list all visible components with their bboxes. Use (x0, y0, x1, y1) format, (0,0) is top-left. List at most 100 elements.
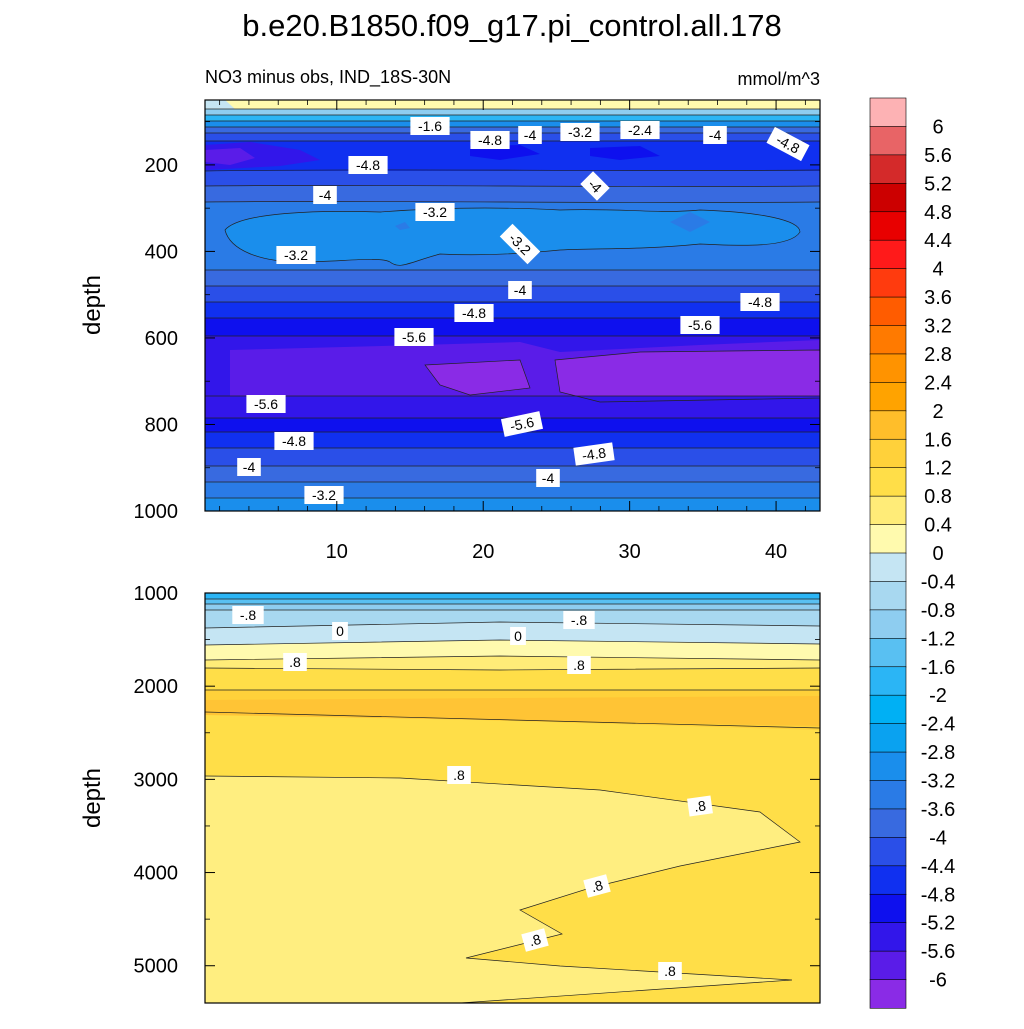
contour-label: -4.8 (740, 293, 780, 311)
contour-label-box (658, 962, 682, 980)
colorbar-label: -4.8 (921, 884, 955, 906)
colorbar-label: -0.4 (921, 571, 955, 593)
colorbar-swatch (869, 865, 907, 895)
contour-label-box (567, 656, 591, 674)
contour-label: .8 (521, 928, 549, 952)
contour-label-box (680, 316, 720, 334)
contour-label-box (518, 126, 542, 144)
contour-label-box (237, 458, 261, 476)
colorbar-label: 1.6 (924, 429, 952, 451)
colorbar-swatch (869, 325, 907, 355)
colorbar-label: 0.8 (924, 486, 952, 508)
contour-label: -4 (580, 171, 610, 201)
lower-y-ticks: 1000 2000 3000 4000 5000 (134, 583, 820, 978)
contour-label: -.8 (563, 611, 595, 629)
contour-label: .8 (567, 656, 591, 674)
y-tick-label: 1000 (134, 583, 179, 605)
contour-label-box (620, 121, 660, 139)
y-tick-label: 4000 (134, 863, 179, 885)
upper-contour-fill (205, 100, 820, 511)
contour-label-text: .8 (693, 797, 707, 814)
contour-label: -5.6 (680, 316, 720, 334)
contour-label-text: .8 (589, 877, 605, 896)
contour-label-box (348, 156, 388, 174)
contour-label-box (313, 186, 337, 204)
colorbar-label: -3.6 (921, 799, 955, 821)
contour-label-text: .8 (664, 963, 676, 979)
contour-label-text: -4 (243, 459, 256, 475)
lower-plot-frame (204, 592, 821, 1004)
lower-ylabel: depth (79, 768, 106, 828)
colorbar-label: 4.8 (924, 202, 952, 224)
contour-label: -2.4 (620, 121, 660, 139)
lower-contour-labels: -.8 -.8 0 0 .8 .8 .8 .8 .8 .8 .8 (232, 606, 713, 980)
contour-label-text: 0 (336, 623, 344, 639)
colorbar-swatch (869, 524, 907, 554)
contour-label: 0 (510, 627, 526, 645)
upper-ylabel: depth (79, 275, 106, 335)
contour-label-text: 0 (514, 628, 522, 644)
colorbar-swatch (869, 581, 907, 611)
x-tick-label: 30 (619, 541, 641, 563)
colorbar-swatch (869, 609, 907, 639)
contour-label-text: -4.8 (581, 444, 607, 463)
colorbar-swatch (869, 922, 907, 952)
colorbar-label: 5.2 (924, 173, 952, 195)
colorbar-swatch (869, 638, 907, 668)
contour-label-text: -4 (514, 282, 527, 298)
x-tick-label: 40 (765, 541, 787, 563)
contour-label: 0 (332, 622, 348, 640)
contour-label-box (580, 171, 610, 201)
contour-label: -4.8 (348, 156, 388, 174)
colorbar-swatch (869, 268, 907, 298)
contour-label: -4 (518, 126, 542, 144)
contour-label: -.8 (232, 606, 264, 624)
colorbar-swatch (869, 154, 907, 184)
contour-label-text: -3.2 (568, 124, 592, 140)
colorbar-swatch (869, 751, 907, 782)
contour-label-box (499, 223, 541, 265)
colorbar-swatch (869, 126, 907, 156)
contour-label-box (500, 411, 544, 437)
contour-label-text: -1.6 (418, 118, 442, 134)
contour-label-box (410, 117, 450, 135)
chart-subtitle-left: NO3 minus obs, IND_18S-30N (205, 67, 451, 88)
colorbar-swatch (869, 979, 907, 1009)
contour-label-text: -4 (319, 187, 332, 203)
contour-label-box (232, 606, 264, 624)
colorbar-swatch (869, 780, 907, 810)
contour-label-text: -4.8 (478, 132, 502, 148)
colorbar-label: -1.2 (921, 628, 955, 650)
contour-label-text: -4 (542, 470, 555, 486)
colorbar-label: -1.6 (921, 657, 955, 679)
contour-label-box (563, 611, 595, 629)
contour-label: .8 (283, 653, 307, 671)
colorbar-swatch (869, 808, 907, 838)
y-tick-label: 2000 (134, 676, 179, 698)
colorbar-label: -4 (929, 827, 947, 849)
colorbar-swatch (869, 893, 907, 924)
upper-contour-labels: -1.6 -4.8 -4 -3.2 -2.4 -4 -4.8 -4.8 -4 -4 -3.2 -3.2… (237, 117, 810, 504)
contour-label-box (536, 469, 560, 487)
contour-label-box (687, 795, 713, 817)
colorbar-swatch (869, 97, 907, 128)
contour-label-box (521, 928, 549, 952)
chart-units: mmol/m^3 (738, 69, 820, 89)
colorbar-label: 0.4 (924, 515, 952, 537)
contour-label-text: -5.6 (688, 317, 712, 333)
contour-label-box (304, 486, 344, 504)
colorbar-label: 4.4 (924, 230, 952, 252)
contour-label-text: -5.6 (509, 414, 536, 435)
colorbar-label: -3.2 (921, 771, 955, 793)
colorbar-swatch (869, 837, 907, 867)
colorbar-swatch (869, 410, 907, 440)
contour-label-text: -3.2 (312, 487, 336, 503)
y-tick-label: 200 (145, 155, 178, 177)
colorbar-swatch (869, 438, 907, 469)
contour-label: .8 (583, 874, 611, 898)
colorbar-label: 3.2 (924, 316, 952, 338)
contour-label-text: -4.8 (462, 305, 486, 321)
contour-label-text: -4 (709, 127, 722, 143)
y-tick-label: 1000 (134, 501, 179, 523)
colorbar-label: -6 (929, 970, 947, 992)
